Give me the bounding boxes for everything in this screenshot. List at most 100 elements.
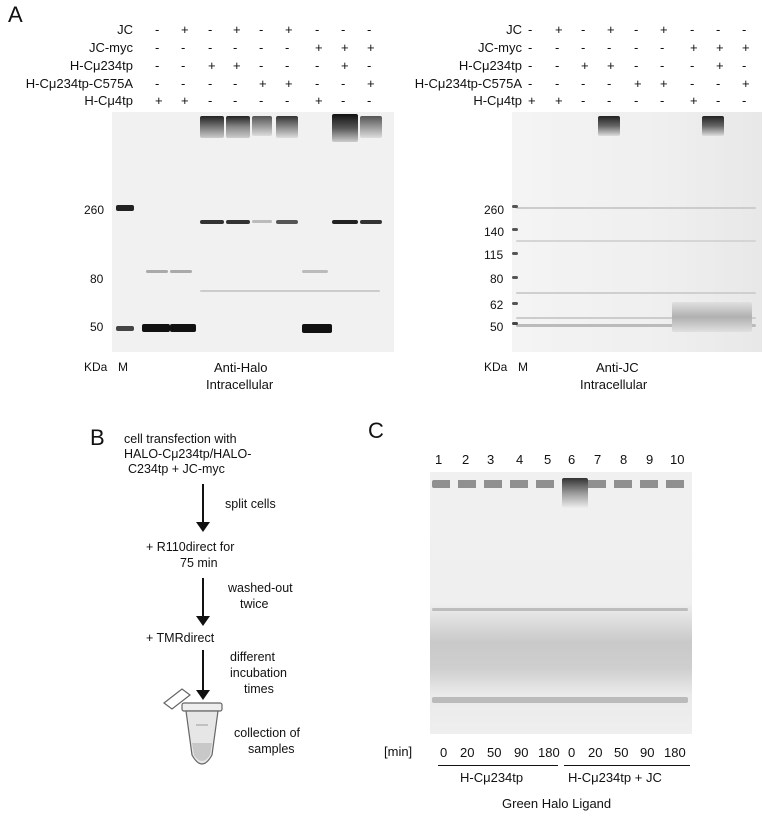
sign-right-r0-c6: -	[690, 22, 695, 37]
sign-left-r4-c3: -	[233, 93, 238, 108]
marker-140-right: 140	[484, 225, 505, 239]
eppendorf-tube-icon	[156, 685, 226, 780]
group1-label: H-Cμ234tp	[460, 770, 524, 785]
sign-right-r4-c8: -	[742, 93, 747, 108]
row-label-hcmu234tp-right: H-Cμ234tp	[458, 58, 522, 73]
m-right: M	[518, 360, 528, 374]
marker-115-right: 115	[484, 248, 504, 262]
sign-left-r1-c2: -	[208, 40, 213, 55]
sign-right-r2-c7: +	[716, 58, 724, 73]
sign-left-r2-c0: -	[155, 58, 160, 73]
sign-right-r3-c8: +	[742, 76, 750, 91]
sign-right-r1-c6: +	[690, 40, 698, 55]
sign-right-r0-c7: -	[716, 22, 721, 37]
sign-left-r4-c6: +	[315, 93, 323, 108]
green-halo-gel	[430, 472, 692, 734]
sign-right-r1-c3: -	[607, 40, 612, 55]
sign-right-r1-c2: -	[581, 40, 586, 55]
arrow-3	[196, 650, 210, 700]
sign-right-r2-c6: -	[690, 58, 695, 73]
sign-right-r2-c8: -	[742, 58, 747, 73]
sign-right-r0-c1: +	[555, 22, 563, 37]
time-label-4: 180	[538, 745, 560, 760]
sign-right-r0-c8: -	[742, 22, 747, 37]
row-label-hcmu4tp: H-Cμ4tp	[84, 93, 133, 108]
sign-left-r2-c6: -	[315, 58, 320, 73]
row-label-hcmu234tp-c575a: H-Cμ234tp-C575A	[25, 76, 133, 91]
sign-left-r0-c0: -	[155, 22, 160, 37]
sign-right-r1-c4: -	[634, 40, 639, 55]
sign-left-r3-c2: -	[208, 76, 213, 91]
lane-number-4: 4	[516, 452, 524, 467]
time-label-7: 50	[614, 745, 629, 760]
sign-right-r3-c0: -	[528, 76, 533, 91]
sign-right-r2-c1: -	[555, 58, 560, 73]
panel-b-label: B	[90, 425, 105, 450]
row-label-hcmu234tp-c575a-right: H-Cμ234tp-C575A	[414, 76, 522, 91]
marker-62-right: 62	[490, 298, 504, 312]
sign-left-r1-c8: +	[367, 40, 375, 55]
row-label-jc-right: JC	[506, 22, 522, 37]
sign-right-r4-c1: +	[555, 93, 563, 108]
time-label-1: 20	[460, 745, 475, 760]
sign-left-r2-c4: -	[259, 58, 264, 73]
sign-left-r4-c7: -	[341, 93, 346, 108]
time-label-6: 20	[588, 745, 603, 760]
sign-left-r3-c3: -	[233, 76, 238, 91]
sign-left-r4-c1: +	[181, 93, 189, 108]
sign-right-r1-c8: +	[742, 40, 750, 55]
sign-left-r4-c2: -	[208, 93, 213, 108]
sign-right-r4-c6: +	[690, 93, 698, 108]
sign-left-r3-c1: -	[181, 76, 186, 91]
sign-right-r0-c5: +	[660, 22, 668, 37]
lane-number-3: 3	[487, 452, 495, 467]
step-incubation-3: times	[244, 682, 274, 696]
marker-50-left: 50	[90, 320, 104, 334]
marker-260-right: 260	[484, 203, 505, 217]
sign-right-r0-c3: +	[607, 22, 615, 37]
lane-number-2: 2	[462, 452, 470, 467]
sign-right-r4-c2: -	[581, 93, 586, 108]
sign-left-r1-c1: -	[181, 40, 186, 55]
sign-left-r1-c5: -	[285, 40, 290, 55]
step-transfection-1: cell transfection with	[124, 432, 237, 446]
sign-left-r1-c3: -	[233, 40, 238, 55]
marker-80-left: 80	[90, 272, 104, 286]
caption-anti-jc: Anti-JC	[596, 360, 639, 375]
sign-left-r3-c0: -	[155, 76, 160, 91]
sign-right-r4-c0: +	[528, 93, 536, 108]
anti-halo-blot	[112, 112, 394, 352]
lane-number-8: 8	[620, 452, 628, 467]
group1-underline	[438, 765, 558, 766]
caption-anti-halo: Anti-Halo	[214, 360, 268, 375]
sign-left-r3-c8: +	[367, 76, 375, 91]
sign-right-r1-c7: +	[716, 40, 724, 55]
step-tmrdirect: + TMRdirect	[146, 631, 215, 645]
sign-right-r2-c0: -	[528, 58, 533, 73]
sign-left-r3-c7: -	[341, 76, 346, 91]
step-r110-1: + R110direct for	[146, 540, 235, 554]
time-label-9: 180	[664, 745, 686, 760]
sign-left-r4-c4: -	[259, 93, 264, 108]
anti-jc-blot	[512, 112, 762, 352]
sign-left-r2-c1: -	[181, 58, 186, 73]
kda-right: KDa	[484, 360, 508, 374]
sign-left-r2-c7: +	[341, 58, 349, 73]
sign-right-r0-c4: -	[634, 22, 639, 37]
sign-right-r4-c5: -	[660, 93, 665, 108]
row-label-jc: JC	[117, 22, 133, 37]
sign-right-r0-c2: -	[581, 22, 586, 37]
step-incubation-2: incubation	[230, 666, 287, 680]
row-label-hcmu234tp: H-Cμ234tp	[69, 58, 133, 73]
step-transfection-3: C234tp + JC-myc	[128, 462, 225, 476]
sign-right-r1-c0: -	[528, 40, 533, 55]
time-label-3: 90	[514, 745, 529, 760]
step-transfection-2: HALO-Cμ234tp/HALO-	[124, 447, 252, 461]
sign-left-r1-c4: -	[259, 40, 264, 55]
sign-left-r0-c1: +	[181, 22, 189, 37]
sign-left-r0-c3: +	[233, 22, 241, 37]
lane-number-9: 9	[646, 452, 654, 467]
step-washed-2: twice	[240, 597, 269, 611]
min-label: [min]	[384, 744, 413, 759]
step-washed-1: washed-out	[228, 581, 293, 595]
